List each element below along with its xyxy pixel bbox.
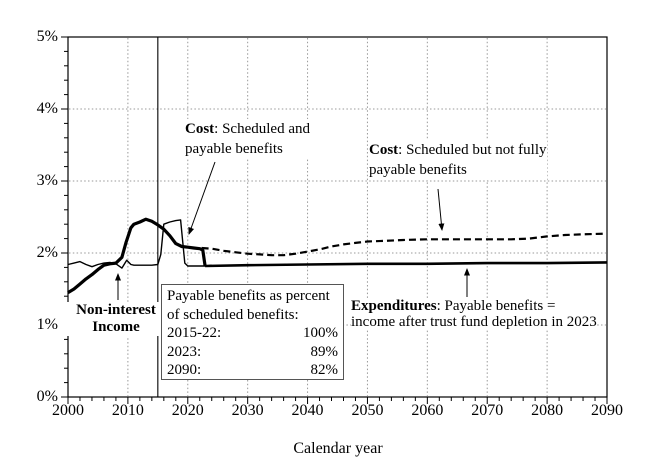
series-cost-scheduled-not-fully-payable bbox=[201, 232, 608, 257]
cost-scheduled-annotation: Cost: Scheduled but not fully payable be… bbox=[369, 140, 547, 180]
gridline-layer bbox=[69, 37, 606, 397]
x-axis-title: Calendar year bbox=[293, 440, 383, 457]
y-tick-label: 5% bbox=[36, 28, 58, 45]
payable-benefits-box-line1: Payable benefits as percent bbox=[167, 288, 330, 304]
x-tick-label: 2090 bbox=[591, 402, 623, 419]
annotation-arrows bbox=[115, 161, 470, 300]
cost-payable-annotation-text: : Scheduled and payable benefits bbox=[185, 121, 310, 157]
payable-benefits-row-label: 2090: bbox=[167, 362, 202, 378]
x-tick-label: 2020 bbox=[171, 402, 204, 419]
non-interest-income-line1: Non-interest bbox=[76, 302, 156, 318]
series-cost-scheduled-and-payable bbox=[67, 217, 207, 294]
plot-frame bbox=[67, 36, 608, 398]
x-tick-label: 2050 bbox=[351, 402, 384, 419]
y-tick-label: 4% bbox=[36, 100, 58, 117]
payable-benefits-row-2023: 2023: 89% bbox=[167, 343, 338, 362]
payable-benefits-box-line2: of scheduled benefits: bbox=[167, 306, 299, 323]
cost-scheduled-arrow bbox=[437, 188, 445, 231]
data-series-layer bbox=[67, 217, 608, 294]
y-tick-label: 3% bbox=[36, 172, 58, 189]
payable-benefits-box: Payable benefits as percent of scheduled… bbox=[161, 284, 344, 380]
cost-scheduled-annotation-text: : Scheduled but not fully payable benefi… bbox=[369, 142, 547, 178]
cost-payable-annotation-bold: Cost bbox=[185, 121, 215, 137]
expenditures-annotation-line1: Expenditures: Payable benefits = bbox=[351, 298, 597, 314]
cost-payable-annotation: Cost: Scheduled and payable benefits bbox=[185, 119, 337, 159]
expenditures-annotation-line2: income after trust fund depletion in 202… bbox=[351, 314, 597, 330]
expenditures-annotation: Expenditures: Payable benefits = income … bbox=[351, 298, 597, 330]
non-interest-income-line2: Income bbox=[92, 319, 140, 335]
x-tick-label: 2010 bbox=[111, 402, 144, 419]
payable-benefits-row-value: 82% bbox=[310, 362, 339, 378]
y-tick-label: 1% bbox=[36, 316, 58, 333]
payable-benefits-row-value: 89% bbox=[310, 343, 339, 360]
payable-benefits-row-label: 2023: bbox=[167, 343, 202, 360]
cost-payable-arrow bbox=[188, 161, 216, 235]
y-tick-label: 2% bbox=[36, 244, 58, 261]
expenditures-annotation-text: : Payable benefits = bbox=[436, 298, 556, 314]
payable-benefits-row-2090: 2090: 82% bbox=[167, 361, 338, 380]
x-tick-label: 2000 bbox=[52, 402, 84, 419]
x-tick-label: 2060 bbox=[411, 402, 444, 419]
non-interest-income-annotation: Non-interest Income bbox=[60, 302, 172, 336]
x-tick-label: 2040 bbox=[291, 402, 324, 419]
series-expenditures-payable bbox=[205, 261, 608, 268]
cost-scheduled-annotation-bold: Cost bbox=[369, 142, 399, 158]
payable-benefits-row-label: 2015-22: bbox=[167, 325, 222, 341]
x-tick-label: 2080 bbox=[531, 402, 564, 419]
x-tick-label: 2070 bbox=[471, 402, 504, 419]
payable-benefits-row-value: 100% bbox=[303, 325, 338, 341]
expenditures-annotation-bold: Expenditures bbox=[351, 298, 437, 314]
payable-benefits-row-2015-22: 2015-22: 100% bbox=[167, 324, 338, 343]
y-tick-label: 0% bbox=[36, 388, 58, 405]
x-tick-label: 2030 bbox=[231, 402, 264, 419]
axis-tick-marks bbox=[61, 36, 608, 404]
series-non-interest-income bbox=[67, 219, 212, 269]
